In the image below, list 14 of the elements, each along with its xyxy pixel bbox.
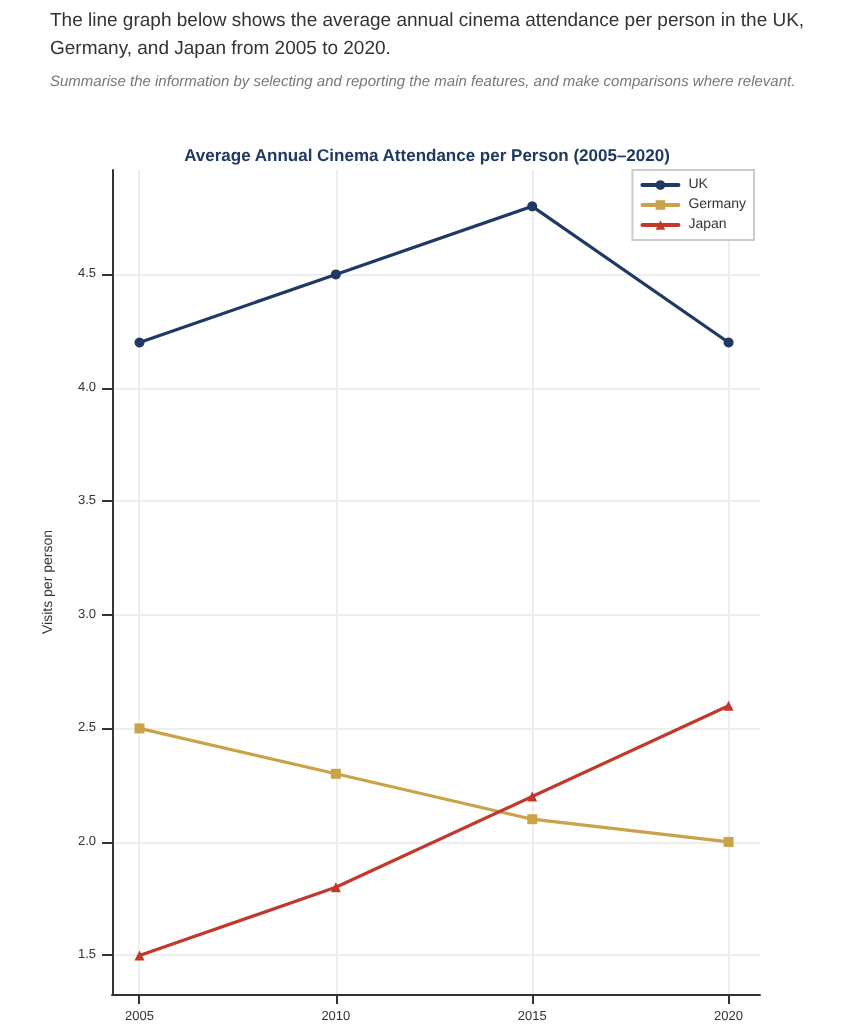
chart-subtitle: The line graph below shows the average annual cinema attendance per person in the UK, Germany, and Japan from 2005 to 2020.	[50, 8, 807, 64]
point	[527, 814, 538, 825]
point	[723, 836, 734, 847]
point	[330, 269, 341, 280]
point	[330, 882, 341, 893]
chart-title: Average Annual Cinema Attendance per Person (2005–2020)	[184, 145, 671, 165]
point	[527, 791, 538, 802]
point	[134, 950, 145, 961]
point	[134, 723, 145, 734]
point	[527, 201, 538, 212]
point	[723, 700, 734, 711]
point	[134, 337, 145, 348]
point	[723, 337, 734, 348]
point	[330, 768, 341, 779]
